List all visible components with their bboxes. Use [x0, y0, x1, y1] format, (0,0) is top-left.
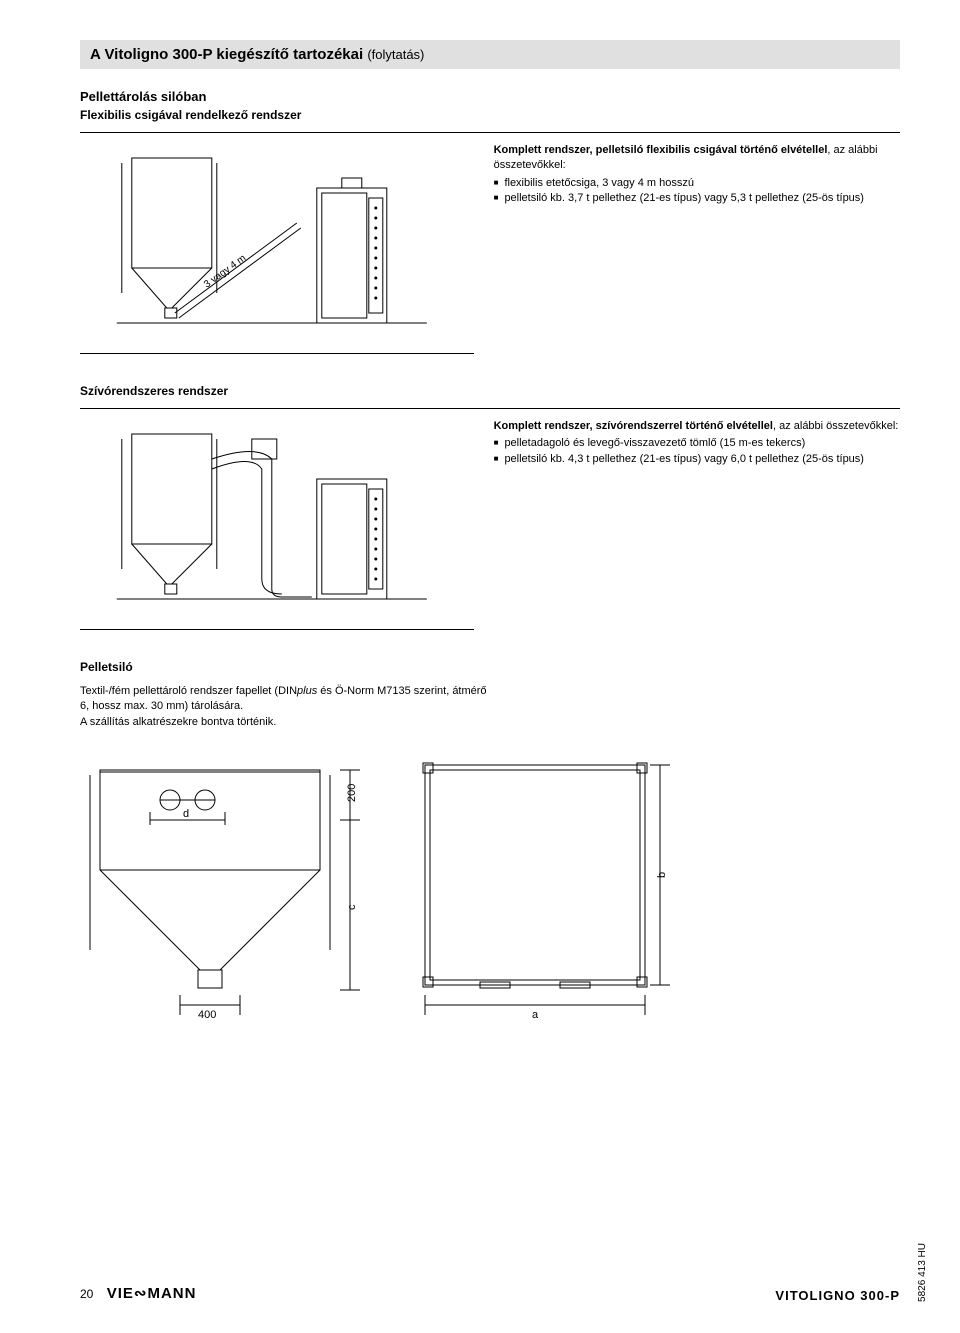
list-item: flexibilis etetőcsiga, 3 vagy 4 m hosszú — [494, 176, 900, 191]
diagram-vacuum-system — [80, 408, 474, 630]
section3-desc: Textil-/fém pellettároló rendszer fapell… — [80, 684, 490, 730]
section-pelletsilo: Pelletsiló Textil-/fém pellettároló rend… — [80, 660, 900, 1030]
section1-subtitle: Flexibilis csigával rendelkező rendszer — [80, 108, 900, 122]
section3-title: Pelletsiló — [80, 660, 900, 674]
list-item: pelletsiló kb. 4,3 t pellethez (21-es tí… — [494, 452, 900, 467]
silo-diagrams: d 200 c 400 — [80, 750, 900, 1030]
dim-200: 200 — [346, 784, 358, 802]
section2-bullets: pelletadagoló és levegő-visszavezető töm… — [494, 436, 900, 467]
header-subtitle: (folytatás) — [367, 47, 424, 62]
product-name: VITOLIGNO 300-P — [775, 1288, 900, 1303]
list-item: pelletsiló kb. 3,7 t pellethez (21-es tí… — [494, 191, 900, 206]
dim-b: b — [656, 872, 668, 878]
section1-title: Pellettárolás silóban — [80, 89, 900, 104]
page-number: 20 — [80, 1287, 93, 1301]
section1-desc: Komplett rendszer, pelletsiló flexibilis… — [474, 132, 900, 207]
section-silo-vacuum: Szívórendszeres rendszer — [80, 384, 900, 630]
section2-desc: Komplett rendszer, szívórendszerrel tört… — [474, 408, 900, 467]
doc-code: 5826 413 HU — [917, 1243, 928, 1302]
dim-a: a — [532, 1009, 539, 1021]
brand-logo: VIE∾MANN — [107, 1285, 197, 1302]
dim-400: 400 — [198, 1009, 216, 1021]
list-item: pelletadagoló és levegő-visszavezető töm… — [494, 436, 900, 451]
header-title: A Vitoligno 300-P kiegészítő tartozékai — [90, 46, 363, 63]
dim-c: c — [346, 904, 358, 910]
silo-top-view: a b — [410, 750, 690, 1030]
page-header: A Vitoligno 300-P kiegészítő tartozékai … — [80, 40, 900, 69]
section1-bullets: flexibilis etetőcsiga, 3 vagy 4 m hosszú… — [494, 176, 900, 207]
page-footer: 20 VIE∾MANN VITOLIGNO 300-P — [80, 1284, 900, 1303]
dim-d: d — [183, 808, 189, 820]
section-silo-flex: Pellettárolás silóban Flexibilis csigáva… — [80, 89, 900, 354]
diagram-flex-auger: 3 vagy 4 m — [80, 132, 474, 354]
silo-side-view: d 200 c 400 — [80, 750, 380, 1030]
section2-title: Szívórendszeres rendszer — [80, 384, 900, 398]
